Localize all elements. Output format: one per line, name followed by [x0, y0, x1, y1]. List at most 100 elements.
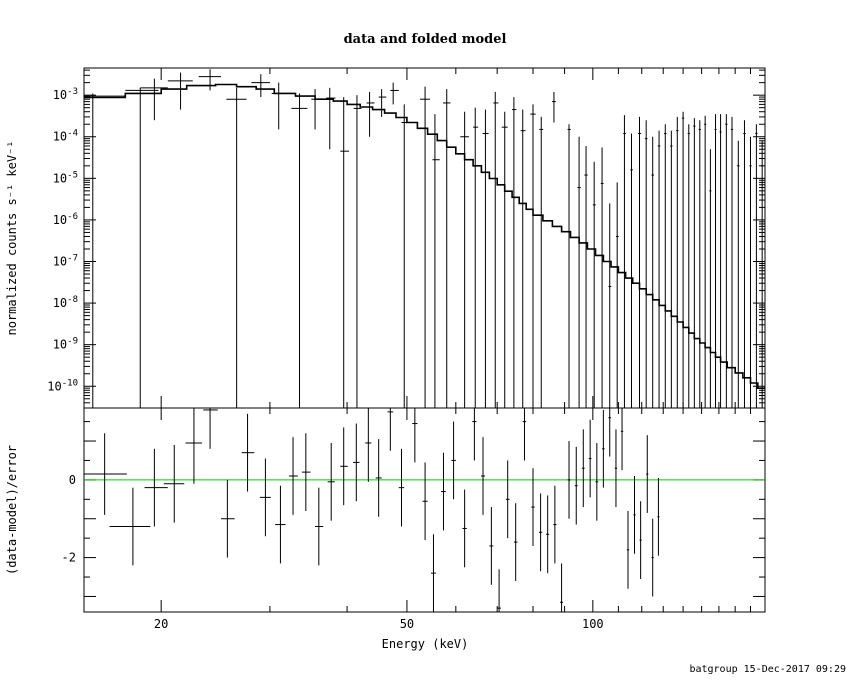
residual-point: [646, 435, 649, 513]
residual-point: [489, 507, 494, 585]
residual-point: [315, 487, 324, 566]
data-point: [340, 97, 350, 408]
residual-point: [505, 460, 510, 539]
residual-axis-ticks: [84, 408, 766, 612]
residual-point: [560, 563, 564, 612]
data-point: [749, 136, 752, 408]
folded-model-line: [84, 83, 765, 389]
y-tick-label: 10-9: [53, 337, 78, 352]
data-point: [670, 130, 673, 408]
data-point: [366, 91, 375, 137]
data-point: [676, 116, 679, 408]
data-point: [737, 140, 740, 408]
residual-panel: 0 -2 20 50 100: [62, 407, 766, 631]
data-point: [704, 115, 707, 408]
residual-point: [513, 503, 518, 581]
residual-point: [241, 413, 255, 492]
y-tick-label: 10-7: [53, 254, 78, 269]
data-point: [577, 136, 581, 408]
folded-model-layer: [84, 83, 765, 389]
residual-point: [144, 448, 168, 527]
data-point: [520, 109, 526, 408]
data-point: [755, 124, 758, 408]
spectrum-y-tick-labels: 10-3 10-4 10-5 10-6 10-7 10-8 10-9 10-10: [47, 87, 78, 393]
data-point: [326, 87, 336, 150]
residual-point: [163, 444, 185, 523]
y-tick-label: 10-6: [53, 212, 78, 227]
data-point: [473, 107, 479, 408]
data-point: [615, 182, 619, 408]
data-point: [681, 111, 685, 408]
data-point: [401, 104, 409, 408]
residual-point: [581, 429, 585, 508]
residual-y-tick-label--2: -2: [62, 551, 76, 565]
data-point: [460, 111, 469, 408]
residual-point: [327, 442, 335, 521]
residual-point: [553, 485, 557, 564]
residual-point: [365, 408, 372, 482]
residual-point: [595, 442, 599, 521]
data-point: [693, 118, 696, 408]
data-point: [140, 78, 168, 121]
data-point: [512, 97, 517, 408]
data-point: [630, 133, 633, 408]
data-point: [167, 72, 193, 110]
data-point: [530, 104, 536, 408]
residual-point: [472, 408, 477, 461]
residual-point: [639, 501, 642, 579]
residual-point: [412, 408, 418, 463]
data-point: [567, 124, 571, 408]
residual-point: [574, 446, 578, 525]
data-point: [198, 69, 222, 91]
data-point: [600, 147, 604, 408]
data-point: [482, 109, 489, 408]
data-point: [592, 161, 596, 408]
y-tick-label: 10-5: [53, 170, 78, 185]
residual-point: [301, 433, 311, 511]
residual-point: [84, 433, 127, 515]
residual-point: [451, 421, 456, 500]
data-point: [608, 203, 612, 408]
residual-point: [651, 518, 654, 597]
residual-point: [620, 408, 624, 471]
data-point: [584, 145, 588, 408]
y-tick-label: 10-10: [47, 378, 78, 393]
residual-point: [387, 408, 394, 451]
residual-panel-frame: [83, 407, 766, 613]
residual-point: [531, 468, 535, 546]
residual-point: [431, 534, 436, 612]
residual-point: [608, 408, 611, 457]
data-point: [353, 95, 362, 408]
data-point: [651, 136, 654, 408]
residual-point: [657, 477, 660, 556]
spectrum-panel: 10-3 10-4 10-5 10-6 10-7 10-8 10-9 10-10: [47, 67, 766, 409]
data-point: [420, 86, 431, 408]
residual-point: [185, 408, 203, 484]
y-tick-label: 10-4: [53, 129, 78, 144]
x-tick-label-50: 50: [400, 617, 414, 631]
x-tick-label-20: 20: [154, 617, 168, 631]
data-point: [226, 87, 247, 408]
data-point: [719, 114, 722, 408]
data-point: [432, 114, 440, 408]
data-point: [730, 116, 734, 408]
residual-data-layer: [84, 408, 660, 612]
residual-point: [109, 487, 151, 566]
data-point: [725, 114, 728, 408]
residual-point: [462, 489, 467, 568]
data-point: [714, 114, 717, 408]
chart-title: data and folded model: [344, 32, 507, 47]
residual-point: [288, 437, 298, 515]
residual-point: [441, 452, 446, 531]
y-axis-label-top: normalized counts s⁻¹ keV⁻¹: [5, 140, 19, 335]
data-point: [311, 89, 319, 130]
data-point: [709, 149, 712, 408]
data-point: [644, 120, 648, 408]
spectrum-panel-frame: [83, 67, 766, 409]
residual-point: [203, 408, 218, 449]
residual-point: [221, 479, 235, 558]
x-axis-label: Energy (keV): [382, 637, 469, 651]
footer-stamp: batgroup 15-Dec-2017 09:29: [689, 664, 846, 675]
x-tick-label-100: 100: [582, 617, 604, 631]
